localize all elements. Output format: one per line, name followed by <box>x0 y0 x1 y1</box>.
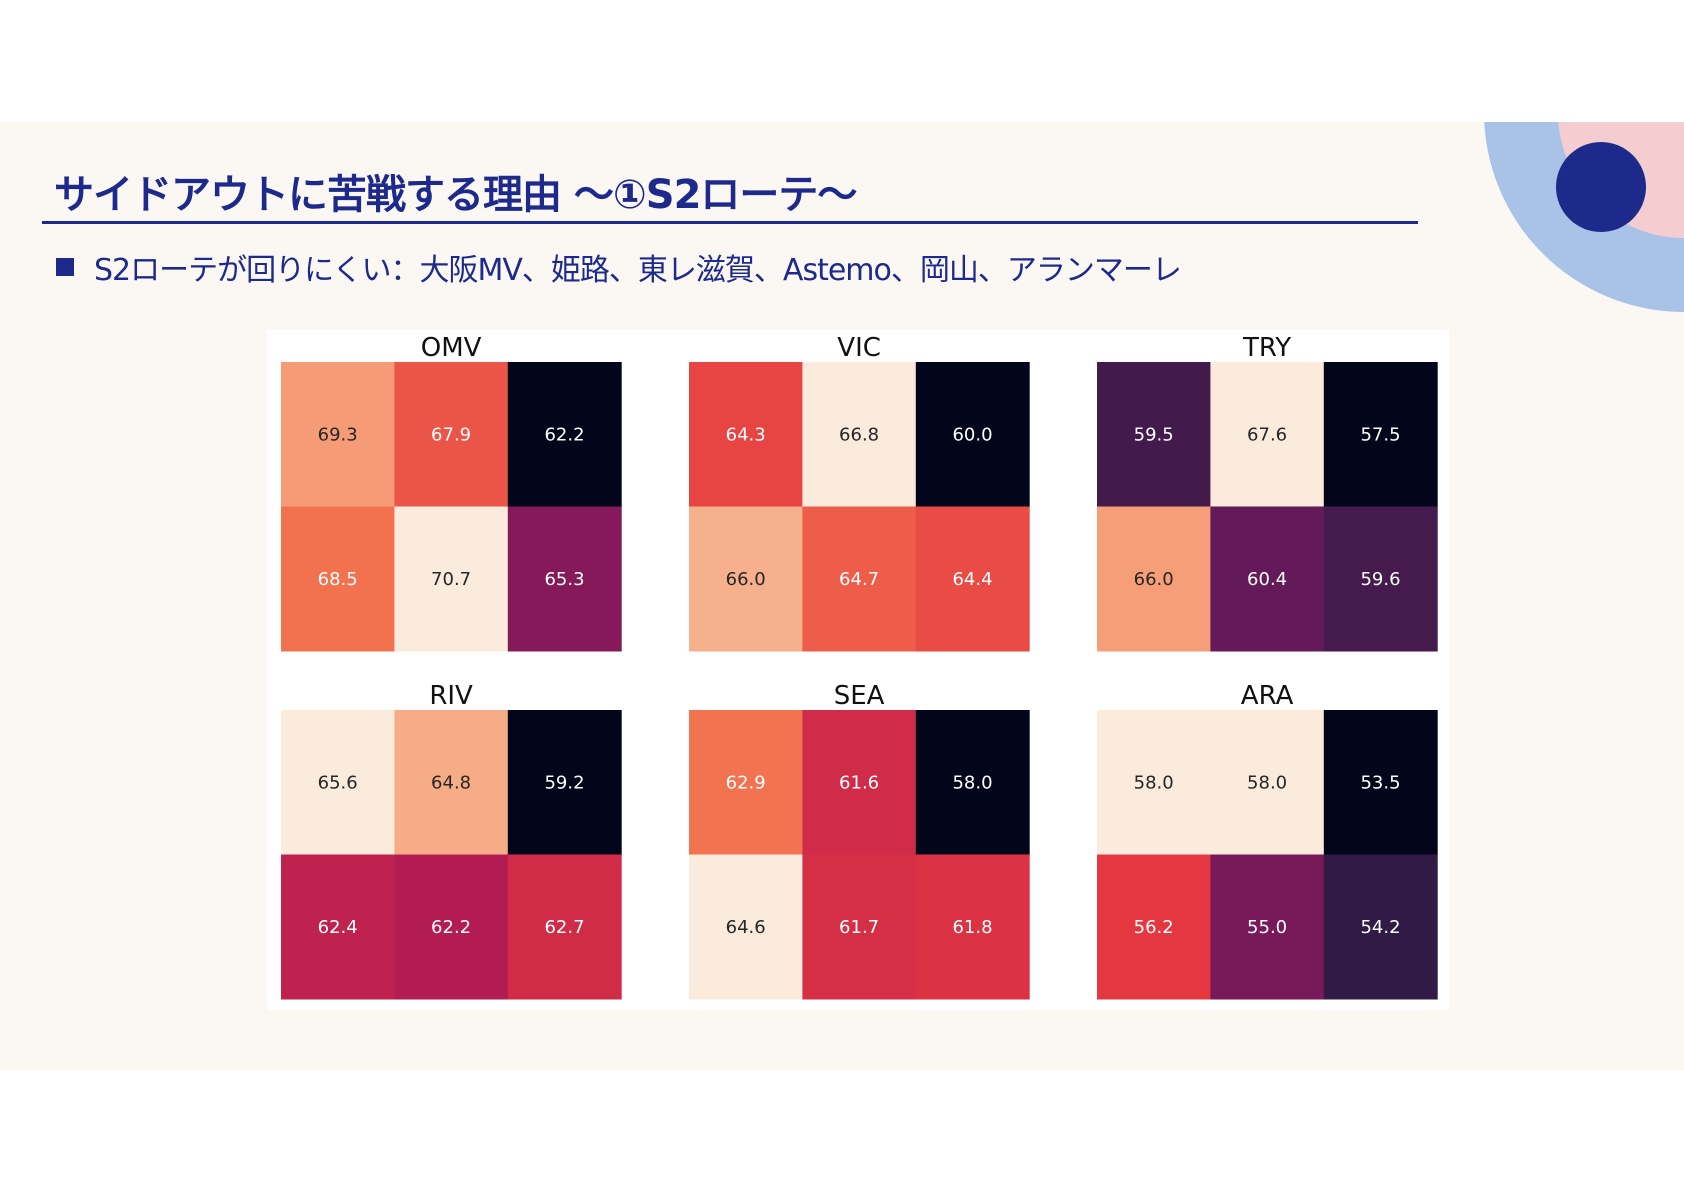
heatmap-cell <box>507 506 622 652</box>
heatmap-title: TRY <box>1242 333 1291 363</box>
heatmap-sea: SEA 62.9 61.6 58.0 64.6 61.7 61.8 <box>689 681 1030 1000</box>
heatmap-cell <box>689 506 803 652</box>
heatmap-cell <box>1210 854 1325 1000</box>
heatmap-cell <box>394 362 509 507</box>
heatmap-cell-label: 59.2 <box>544 772 584 793</box>
heatmap-cell-label: 59.5 <box>1134 424 1174 445</box>
heatmap-cell-label: 55.0 <box>1247 917 1287 938</box>
heatmap-cell-label: 61.8 <box>952 917 992 938</box>
heatmap-cell <box>802 362 917 507</box>
heatmap-cell-label: 58.0 <box>952 772 992 793</box>
heatmap-cell-label: 60.4 <box>1247 569 1287 590</box>
heatmap-cell <box>1210 506 1325 652</box>
heatmap-vic: VIC 64.3 66.8 60.0 66.0 64.7 64.4 <box>689 333 1030 652</box>
heatmap-cell-label: 66.8 <box>839 424 879 445</box>
bullet-square-icon <box>56 258 74 276</box>
heatmap-title: SEA <box>834 681 885 711</box>
deco-navy-circle <box>1556 142 1646 232</box>
heatmap-cell-label: 64.3 <box>726 424 766 445</box>
heatmap-cell <box>802 710 917 855</box>
heatmap-ara: ARA 58.0 58.0 53.5 56.2 55.0 54.2 <box>1097 681 1438 1000</box>
slide: サイドアウトに苦戦する理由 〜①S2ローテ〜 S2ローテが回りにくい：大阪MV、… <box>0 122 1684 1070</box>
heatmap-cell <box>1097 506 1211 652</box>
heatmap-cell <box>507 710 622 855</box>
heatmap-cell-label: 66.0 <box>1134 569 1174 590</box>
heatmap-cell <box>802 854 917 1000</box>
heatmap-cell <box>1323 854 1438 1000</box>
heatmap-title: RIV <box>429 681 473 711</box>
heatmap-cell <box>1210 362 1325 507</box>
bullet-item: S2ローテが回りにくい：大阪MV、姫路、東レ滋賀、Astemo、岡山、アランマー… <box>56 245 1182 289</box>
slide-title: サイドアウトに苦戦する理由 〜①S2ローテ〜 <box>54 172 857 218</box>
heatmap-cell-label: 67.9 <box>431 424 471 445</box>
heatmap-cell <box>689 854 803 1000</box>
heatmap-cell <box>1323 506 1438 652</box>
heatmap-cell-label: 58.0 <box>1247 772 1287 793</box>
heatmap-cell-label: 62.2 <box>544 424 584 445</box>
heatmap-cell-label: 65.6 <box>318 772 358 793</box>
heatmap-cell-label: 68.5 <box>318 569 358 590</box>
heatmap-cell <box>281 854 395 1000</box>
heatmap-cell <box>1097 710 1211 855</box>
heatmap-cell <box>507 854 622 1000</box>
heatmap-cell-label: 67.6 <box>1247 424 1287 445</box>
heatmap-cell-label: 69.3 <box>318 424 358 445</box>
heatmap-cell <box>915 854 1030 1000</box>
decorative-arcs <box>1484 122 1684 312</box>
heatmap-cell <box>1210 710 1325 855</box>
heatmap-cell-label: 64.6 <box>726 917 766 938</box>
heatmap-cell-label: 62.2 <box>431 917 471 938</box>
heatmap-cell-label: 56.2 <box>1134 917 1174 938</box>
heatmap-cell-label: 60.0 <box>952 424 992 445</box>
heatmap-cell <box>507 362 622 507</box>
heatmap-cell-label: 62.7 <box>544 917 584 938</box>
heatmap-cell-label: 57.5 <box>1360 424 1400 445</box>
heatmap-cell-label: 62.9 <box>726 772 766 793</box>
heatmap-cell-label: 53.5 <box>1360 772 1400 793</box>
heatmap-cell <box>281 506 395 652</box>
heatmap-grid: OMV 69.3 67.9 62.2 68.5 70.7 65.3 VIC 64.3 66.8 60… <box>281 333 1438 1000</box>
heatmap-cell <box>915 506 1030 652</box>
heatmap-cell-label: 61.7 <box>839 917 879 938</box>
heatmap-cell-label: 64.7 <box>839 569 879 590</box>
heatmap-cell <box>915 362 1030 507</box>
heatmap-cell <box>394 854 509 1000</box>
heatmap-title: OMV <box>421 333 482 363</box>
heatmap-try: TRY 59.5 67.6 57.5 66.0 60.4 59.6 <box>1097 333 1438 652</box>
heatmap-cell-label: 54.2 <box>1360 917 1400 938</box>
heatmap-title: ARA <box>1241 681 1294 711</box>
heatmap-panel: OMV 69.3 67.9 62.2 68.5 70.7 65.3 VIC 64.3 66.8 60… <box>267 330 1449 1010</box>
heatmap-cell <box>1097 854 1211 1000</box>
heatmap-cell <box>802 506 917 652</box>
heatmap-cell-label: 62.4 <box>318 917 358 938</box>
heatmap-cell <box>394 710 509 855</box>
bullet-text: S2ローテが回りにくい：大阪MV、姫路、東レ滋賀、Astemo、岡山、アランマー… <box>94 253 1182 288</box>
heatmap-riv: RIV 65.6 64.8 59.2 62.4 62.2 62.7 <box>281 681 622 1000</box>
heatmap-cell <box>1323 362 1438 507</box>
heatmap-cell-label: 64.4 <box>952 569 992 590</box>
heatmap-cell <box>689 710 803 855</box>
heatmap-cell-label: 61.6 <box>839 772 879 793</box>
heatmap-cell-label: 58.0 <box>1134 772 1174 793</box>
heatmap-cell <box>281 710 395 855</box>
heatmap-cell <box>1097 362 1211 507</box>
heatmap-cell <box>689 362 803 507</box>
heatmap-title: VIC <box>837 333 881 363</box>
heatmap-cell <box>281 362 395 507</box>
heatmap-cell-label: 70.7 <box>431 569 471 590</box>
heatmap-omv: OMV 69.3 67.9 62.2 68.5 70.7 65.3 <box>281 333 622 652</box>
title-underline <box>42 221 1418 224</box>
heatmap-cell-label: 59.6 <box>1360 569 1400 590</box>
heatmap-cell-label: 66.0 <box>726 569 766 590</box>
heatmap-cell <box>915 710 1030 855</box>
heatmap-cell-label: 64.8 <box>431 772 471 793</box>
heatmap-cell <box>394 506 509 652</box>
heatmap-cell-label: 65.3 <box>544 569 584 590</box>
heatmap-cell <box>1323 710 1438 855</box>
